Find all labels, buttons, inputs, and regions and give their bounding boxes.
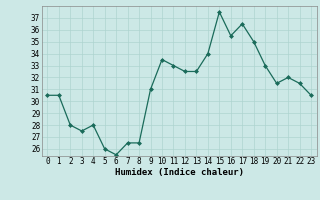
X-axis label: Humidex (Indice chaleur): Humidex (Indice chaleur) bbox=[115, 168, 244, 177]
